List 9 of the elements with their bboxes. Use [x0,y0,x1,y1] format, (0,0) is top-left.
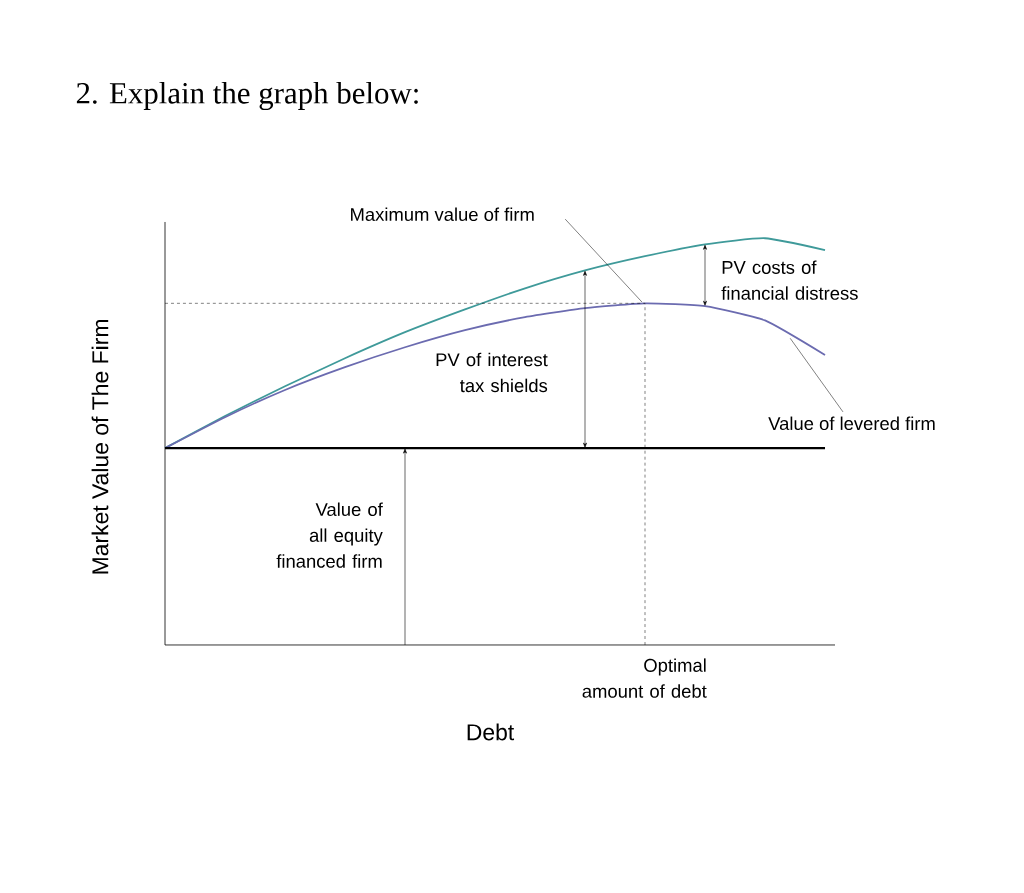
annotation: PV costs of financial distress [721,260,858,300]
annotation: Value of levered firm [768,416,935,431]
x-axis-title: Debt [467,723,515,741]
chart-title: 2. Explain the graph below: [76,81,418,111]
annotation: PV of interest tax shields [436,352,548,393]
y-axis-title: Market Value of The Firm [91,320,109,574]
text: Optimal amount of debt [582,658,707,698]
text: Maximum value of firm [351,207,534,222]
annotation: Value of all equity financed firm [276,502,383,568]
